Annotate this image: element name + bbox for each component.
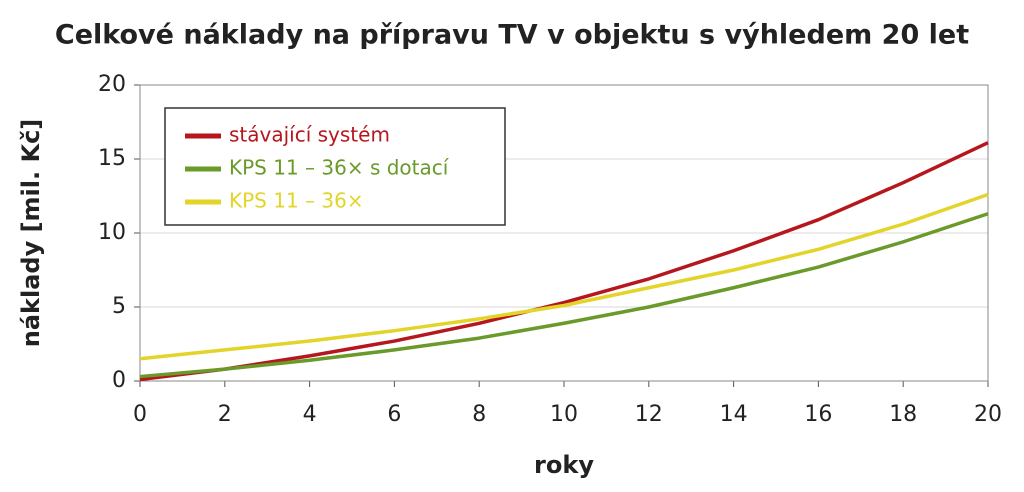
x-tick-label: 10 (550, 402, 578, 427)
plot-frame (139, 84, 989, 382)
legend-label: stávající systém (229, 123, 390, 147)
x-tick-label: 20 (974, 402, 1002, 427)
legend-label: KPS 11 – 36× (229, 189, 364, 213)
y-tick-label: 20 (98, 72, 126, 97)
series-line (139, 192, 989, 361)
x-tick-label: 16 (804, 402, 832, 427)
y-tick-label: 10 (98, 220, 126, 245)
x-axis-label: roky (534, 451, 594, 479)
x-tick-label: 2 (218, 402, 232, 427)
x-tick-label: 18 (889, 402, 917, 427)
y-axis-label: náklady [mil. Kč] (17, 119, 45, 348)
x-tick-label: 6 (387, 402, 401, 427)
series-line (139, 141, 989, 382)
x-tick-label: 12 (635, 402, 663, 427)
x-tick-label: 4 (303, 402, 317, 427)
y-tick-label: 0 (112, 368, 126, 393)
x-tick-label: 8 (472, 402, 486, 427)
y-tick-label: 15 (98, 146, 126, 171)
x-tick-label: 14 (720, 402, 748, 427)
x-tick-label: 0 (133, 402, 147, 427)
legend-box (164, 107, 506, 226)
legend-label: KPS 11 – 36× s dotací (229, 156, 450, 180)
chart-title: Celkové náklady na přípravu TV v objektu… (55, 20, 969, 51)
y-tick-label: 5 (112, 294, 126, 319)
series-line (139, 212, 989, 379)
